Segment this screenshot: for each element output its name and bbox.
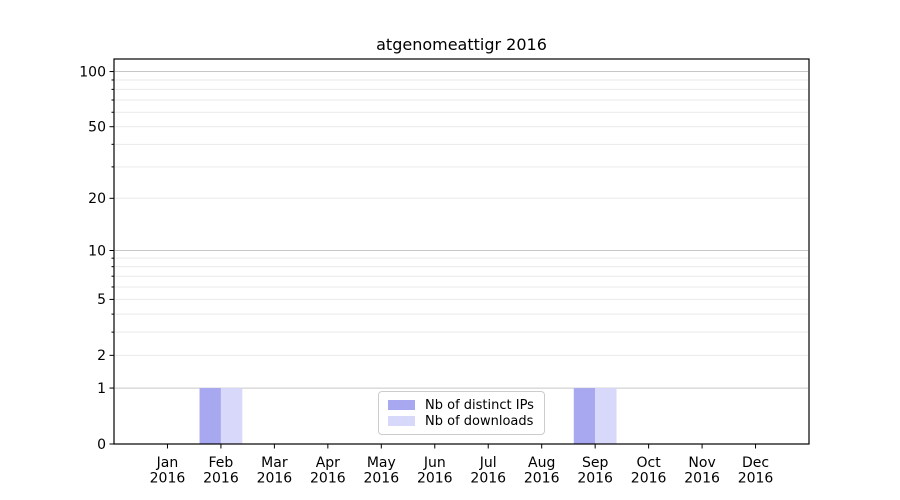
plot-border — [113, 58, 810, 445]
legend-item-distinct-ips: Nb of distinct IPs — [388, 397, 535, 413]
bar-distinct-ips-feb — [199, 388, 221, 444]
legend-swatch-distinct-ips — [388, 400, 415, 410]
bar-distinct-ips-sep — [573, 388, 596, 444]
x-tick-label: Jul 2016 — [470, 455, 506, 487]
x-tick-label: Jan 2016 — [150, 455, 186, 487]
y-tick-label: 5 — [97, 292, 106, 308]
x-tick-label: Apr 2016 — [310, 455, 346, 487]
legend: Nb of distinct IPs Nb of downloads — [378, 391, 545, 435]
y-tick-label: 1 — [97, 381, 106, 397]
x-tick-label: Dec 2016 — [738, 455, 774, 487]
legend-item-downloads: Nb of downloads — [388, 413, 535, 429]
x-tick-label: Nov 2016 — [684, 455, 720, 487]
x-tick-label: Jun 2016 — [417, 455, 453, 487]
x-tick-label: Aug 2016 — [524, 455, 560, 487]
bar-downloads-sep — [595, 388, 617, 444]
x-axis: Jan 2016 Feb 2016 Mar 2016 Apr 2016 May 2016 Jun 20… — [150, 444, 774, 487]
y-tick-label: 50 — [88, 120, 106, 136]
y-gridlines-minor — [115, 79, 808, 356]
y-tick-label: 2 — [97, 348, 106, 364]
x-tick-label: Feb 2016 — [203, 455, 239, 487]
legend-label-distinct-ips: Nb of distinct IPs — [425, 397, 534, 413]
y-gridlines-major — [115, 71, 808, 389]
y-axis: 0 1 2 5 10 20 50 100 — [79, 64, 114, 453]
legend-label-downloads: Nb of downloads — [425, 413, 534, 429]
y-tick-label: 10 — [88, 243, 106, 259]
x-tick-label: Sep 2016 — [577, 455, 613, 487]
legend-swatch-downloads — [388, 416, 415, 426]
y-tick-label: 20 — [88, 191, 106, 207]
y-tick-label: 100 — [79, 64, 106, 80]
bars — [199, 388, 617, 444]
bar-downloads-feb — [220, 388, 243, 444]
y-tick-label: 0 — [97, 437, 106, 453]
chart-title: atgenomeattigr 2016 — [376, 35, 547, 54]
x-tick-label: Oct 2016 — [631, 455, 667, 487]
x-tick-label: May 2016 — [363, 455, 399, 487]
x-tick-label: Mar 2016 — [257, 455, 293, 487]
